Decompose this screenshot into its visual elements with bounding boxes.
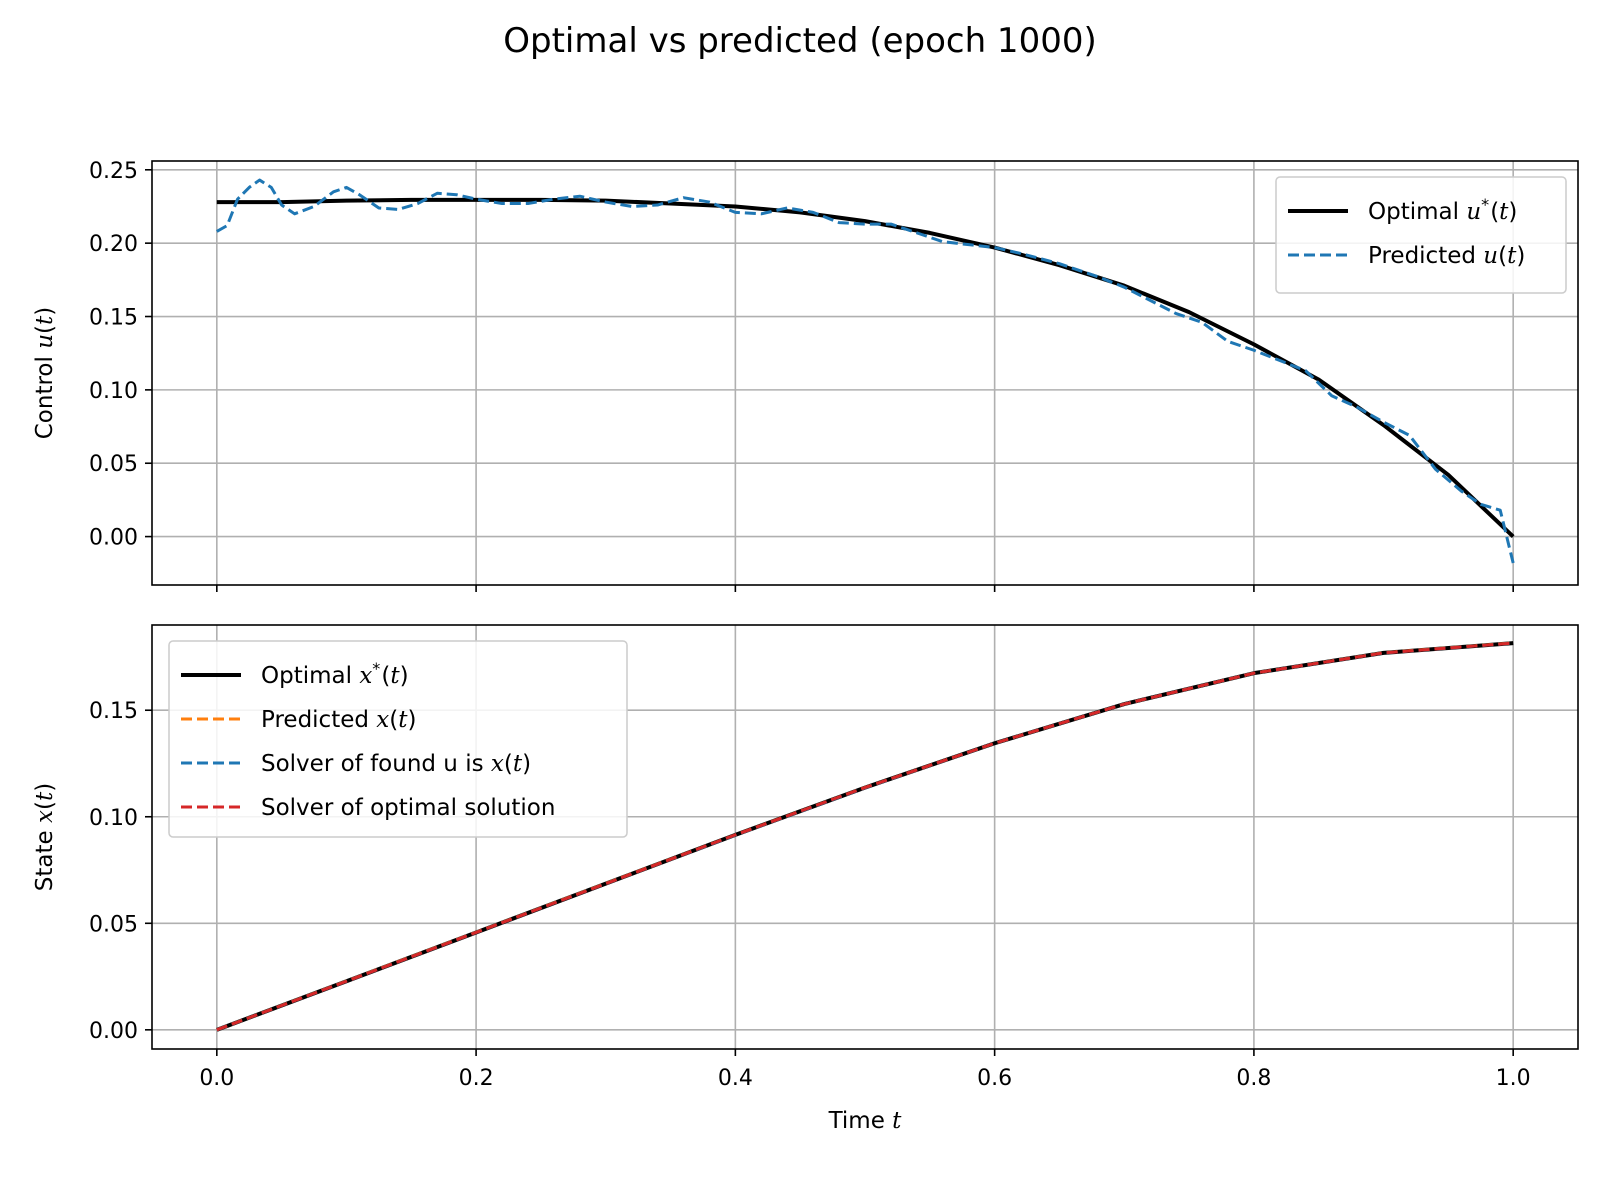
control-legend: Optimal u*(t) Predicted u(t) [1275,176,1567,294]
state-series [216,641,1514,1032]
figure-title: Optimal vs predicted (epoch 1000) [503,21,1096,61]
state-xtick-label-5: 1.0 [1496,1066,1531,1091]
state-xtick-label-0: 0.0 [199,1066,234,1091]
state-xlabel: Time t [828,1108,903,1134]
control-ytick-label-0: 0.00 [89,526,138,551]
control-legend-frame [1275,176,1567,294]
control-axes-frame [151,160,1579,586]
control-ytick-label-1: 0.05 [89,452,138,477]
state-legend: Optimal x*(t) Predicted x(t) Solver of fou… [168,640,628,838]
control-panel: 0.00 0.05 0.10 0.15 0.20 0.25 Control u(t) Opti… [32,159,1579,592]
control-legend-label-0: Optimal u*(t) [1368,195,1517,226]
state-legend-frame [168,640,628,838]
control-legend-label-1: Predicted u(t) [1368,243,1525,269]
control-ytick-label-5: 0.25 [89,159,138,184]
state-axes-frame [151,624,1579,1050]
control-ytick-label-4: 0.20 [89,232,138,257]
state-ytick-label-2: 0.10 [89,806,138,831]
state-ytick-label-3: 0.15 [89,699,138,724]
state-xtick-label-1: 0.2 [459,1066,494,1091]
state-legend-label-1: Predicted x(t) [261,707,416,733]
state-xtick-label-2: 0.4 [718,1066,753,1091]
state-legend-label-0: Optimal x*(t) [261,659,409,690]
control-ylabel: Control u(t) [32,307,58,440]
state-xtick-label-4: 0.8 [1236,1066,1271,1091]
control-ytick-label-3: 0.15 [89,306,138,331]
control-ytick-label-2: 0.10 [89,379,138,404]
state-legend-label-3: Solver of optimal solution [261,795,555,821]
state-ytick-label-0: 0.00 [89,1019,138,1044]
state-legend-label-2: Solver of found u is x(t) [261,751,531,777]
state-panel: 0.0 0.2 0.4 0.6 0.8 1.0 0.00 0.05 0.10 0.15 State … [32,624,1579,1134]
state-xtick-label-3: 0.6 [977,1066,1012,1091]
state-ylabel: State x(t) [32,783,58,891]
control-series [216,178,1515,564]
state-ytick-label-1: 0.05 [89,912,138,937]
state-series-line-3 [216,641,1514,1032]
control-series-line-1 [216,178,1515,564]
